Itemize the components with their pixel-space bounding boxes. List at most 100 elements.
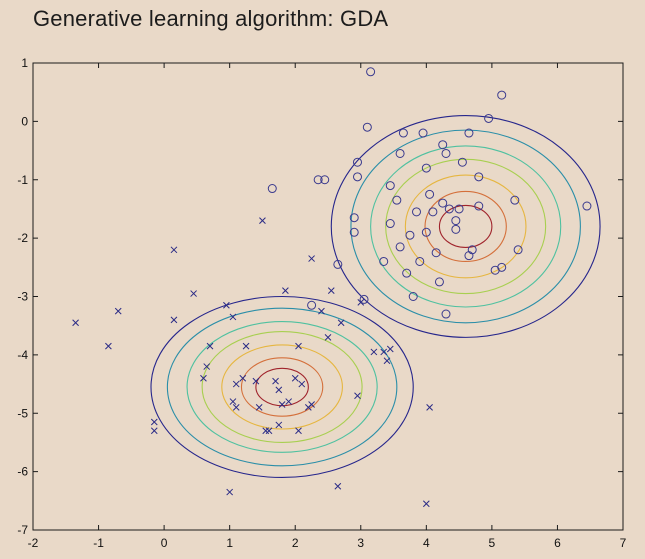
x-point [72, 319, 79, 327]
x-tick-label: 0 [161, 536, 168, 550]
x-point [324, 334, 332, 341]
o-point [349, 213, 359, 223]
x-tick-label: 5 [489, 536, 496, 550]
o-point [451, 224, 461, 234]
x-point [295, 427, 302, 435]
x-point [259, 217, 266, 224]
o-point [359, 294, 369, 304]
o-point [307, 300, 317, 310]
o-point [333, 259, 343, 269]
contour-0-ring-5 [240, 357, 324, 417]
o-point [425, 189, 435, 199]
y-tick-label: -4 [17, 348, 28, 362]
x-point [380, 348, 388, 356]
x-point [262, 427, 270, 435]
x-point [150, 427, 158, 435]
o-point [412, 207, 421, 217]
point-layer [72, 67, 592, 508]
o-point [431, 248, 441, 258]
contour-0-ring-0 [150, 295, 414, 479]
x-point [170, 246, 178, 254]
o-point [418, 128, 428, 138]
x-point [308, 255, 315, 262]
o-point [444, 204, 454, 214]
o-point [402, 268, 412, 278]
x-point [226, 488, 234, 496]
x-tick-label: 1 [226, 536, 233, 550]
contour-1-ring-2 [370, 145, 562, 308]
x-tick-label: 6 [554, 536, 561, 550]
o-point [379, 256, 389, 266]
x-point [275, 386, 283, 394]
x-tick-label: -2 [28, 536, 39, 550]
contour-1-ring-6 [438, 204, 493, 249]
o-point [464, 128, 474, 138]
x-point [275, 421, 283, 429]
o-point [434, 277, 444, 287]
contour-0-ring-1 [166, 307, 398, 467]
o-point [405, 230, 415, 240]
x-point [255, 404, 263, 411]
x-point [282, 287, 289, 295]
chart-title: Generative learning algorithm: GDA [33, 6, 389, 31]
x-point [308, 401, 315, 408]
y-tick-label: -3 [17, 290, 28, 304]
x-point [114, 307, 122, 315]
x-point [105, 342, 112, 350]
o-point [467, 245, 477, 255]
x-point [229, 313, 237, 321]
x-point [318, 307, 325, 315]
o-point [362, 122, 372, 132]
contour-1-ring-0 [330, 114, 601, 338]
o-point [408, 292, 418, 301]
axis-layer: -2 -1 0 1 2 3 4 5 6 7 1 0 -1 -2 -3 -4 -5 -6 -7 [17, 56, 626, 550]
x-point [370, 348, 378, 356]
x-point [200, 374, 207, 382]
contour-0-ring-2 [186, 321, 378, 453]
x-point [295, 342, 302, 350]
x-tick-label: -1 [93, 536, 104, 550]
x-point [232, 380, 240, 388]
x-tick-label: 2 [292, 536, 299, 550]
x-point [327, 287, 335, 295]
o-point [497, 90, 507, 100]
x-point [386, 345, 394, 353]
x-point [285, 398, 293, 405]
x-point [239, 374, 247, 382]
o-point [366, 67, 376, 77]
x-point [334, 482, 342, 490]
o-point [441, 309, 451, 319]
y-tick-label: -7 [17, 523, 28, 537]
x-point [383, 357, 391, 365]
o-point [451, 216, 461, 226]
y-tick-label: -6 [17, 465, 28, 479]
o-point [421, 163, 431, 173]
o-point [320, 175, 330, 185]
x-point [252, 377, 260, 385]
contour-0-ring-4 [221, 344, 343, 430]
o-point [353, 157, 362, 167]
o-point [582, 201, 592, 211]
contour-0-ring-6 [255, 367, 309, 407]
x-tick-label: 4 [423, 536, 430, 550]
o-point [438, 198, 448, 208]
o-point [428, 207, 438, 217]
x-point [337, 319, 345, 327]
o-point [398, 128, 408, 138]
y-tick-label: 1 [21, 56, 28, 70]
x-point [206, 342, 214, 350]
y-tick-label: -2 [17, 231, 28, 245]
x-point [291, 374, 299, 382]
o-point [441, 148, 451, 158]
x-point [232, 404, 240, 411]
o-point [510, 195, 520, 205]
x-point [150, 418, 158, 426]
y-tick-label: 0 [21, 114, 28, 128]
o-point [513, 245, 523, 255]
x-point [272, 377, 279, 385]
x-point [170, 316, 178, 324]
o-point [438, 140, 448, 150]
o-point [353, 172, 362, 182]
x-point [298, 380, 306, 388]
